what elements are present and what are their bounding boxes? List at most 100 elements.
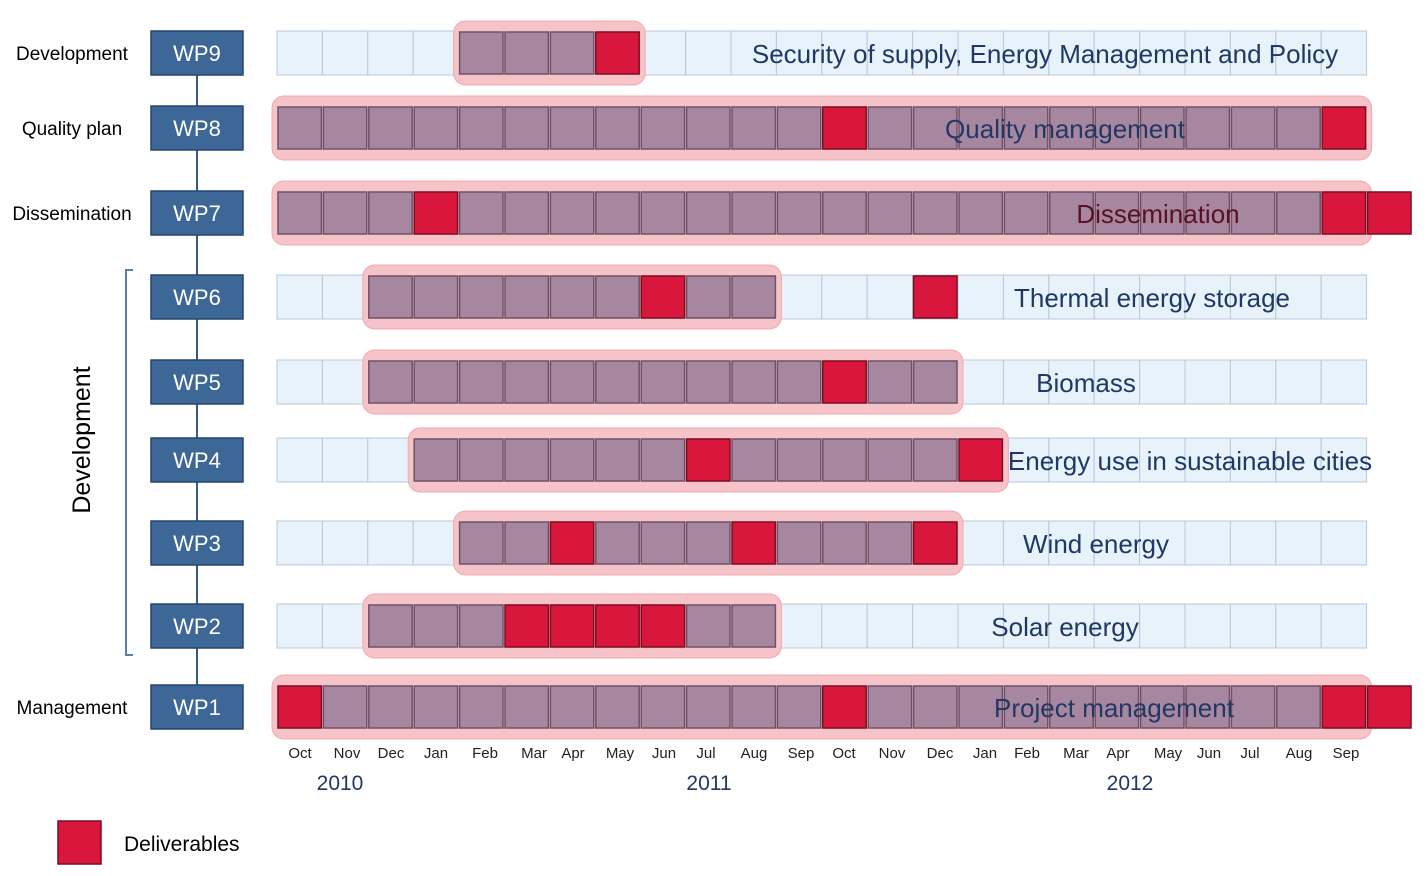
active-month-cell (277, 106, 323, 150)
empty-cell (1229, 274, 1277, 320)
active-month-cell (867, 191, 913, 235)
active-month-cell (731, 604, 777, 648)
active-month-cell (322, 106, 368, 150)
wp-title-wp4: Energy use in sustainable cities (1008, 446, 1372, 476)
active-month-cell (1003, 106, 1049, 150)
wp-box-wp5 (150, 359, 244, 405)
empty-cell (1048, 437, 1095, 483)
active-month-cell (912, 360, 958, 404)
active-month-cell (1185, 191, 1231, 235)
empty-cell (1184, 520, 1231, 566)
empty-cell (1048, 520, 1095, 566)
empty-cell (1139, 30, 1186, 76)
deliverable-cell (595, 604, 640, 648)
deliverable-cell (549, 521, 595, 565)
empty-cell (1093, 603, 1141, 649)
empty-cell (1320, 274, 1368, 320)
active-month-cell (640, 191, 686, 235)
active-month-cell (776, 438, 822, 482)
empty-cell (1093, 520, 1141, 566)
active-month-cell (504, 685, 550, 729)
empty-cell (321, 520, 369, 566)
active-month-cell (1185, 685, 1231, 729)
active-month-cell (776, 106, 822, 150)
wp-box-wp8 (150, 105, 244, 151)
active-month-cell (458, 31, 504, 75)
active-month-cell (413, 106, 459, 150)
empty-cell (321, 30, 369, 76)
empty-cell (1002, 359, 1050, 405)
empty-cell (957, 359, 1004, 405)
active-month-cell (504, 521, 550, 565)
category-label-wp1: Management (17, 698, 129, 719)
active-month-cell (912, 191, 958, 235)
active-month-cell (731, 685, 777, 729)
year-label: 2012 (1107, 772, 1154, 795)
active-month-cell (1276, 106, 1321, 150)
wp-label-wp2: WP2 (173, 614, 221, 639)
active-month-cell (322, 685, 368, 729)
month-label: Sep (1333, 745, 1360, 762)
month-label: May (1154, 745, 1183, 762)
wp-box-wp9 (150, 30, 244, 76)
active-month-cell (685, 106, 731, 150)
empty-cell (367, 437, 414, 483)
empty-cell (957, 274, 1004, 320)
active-month-cell (595, 106, 640, 150)
empty-cell (1229, 437, 1277, 483)
empty-cell (412, 520, 460, 566)
empty-cell (1275, 359, 1322, 405)
empty-cell (1093, 437, 1141, 483)
empty-cell (412, 30, 460, 76)
wp-title-wp7: Dissemination (1076, 199, 1239, 229)
active-month-cell (1139, 191, 1185, 235)
empty-cell (1320, 520, 1368, 566)
empty-cell (1229, 603, 1277, 649)
active-month-cell (458, 360, 504, 404)
gantt-row-wp2: WP2 Solar energy (150, 593, 1368, 659)
wp-box-wp3 (150, 520, 244, 566)
active-month-cell (640, 521, 686, 565)
deliverable-cell (595, 31, 640, 75)
wp-title-wp1: Project management (994, 693, 1235, 723)
category-label-wp9: Development (16, 44, 129, 65)
active-month-cell (549, 685, 595, 729)
empty-cell (1275, 437, 1322, 483)
empty-cell (957, 603, 1004, 649)
active-month-cell (685, 191, 731, 235)
empty-cell (276, 30, 323, 76)
active-month-cell (368, 360, 413, 404)
timeline-axis: Oct Nov Dec Jan Feb Mar Apr May Jun Jul Aug Sep Oct N… (288, 745, 1359, 795)
gantt-row-wp6: WP6 Thermal energy storage (150, 264, 1368, 330)
active-month-cell (1276, 685, 1321, 729)
active-month-cell (867, 438, 913, 482)
empty-cell (1002, 437, 1050, 483)
active-month-cell (549, 438, 595, 482)
deliverable-cell (413, 191, 459, 235)
active-month-cell (368, 685, 413, 729)
empty-cell (912, 603, 959, 649)
active-month-cell (458, 521, 504, 565)
active-month-cell (776, 685, 822, 729)
active-month-cell (1139, 685, 1185, 729)
empty-cell (957, 30, 1004, 76)
deliverable-cell (685, 438, 731, 482)
wp-title-wp6: Thermal energy storage (1014, 283, 1290, 313)
wp-title-wp2: Solar energy (991, 612, 1138, 642)
empty-cell (1229, 359, 1277, 405)
deliverable-cell (958, 438, 1004, 482)
active-month-cell (776, 521, 822, 565)
wp-box-wp2 (150, 603, 244, 649)
month-label: Jan (973, 745, 997, 762)
empty-cell (367, 30, 414, 76)
empty-cell (866, 274, 914, 320)
active-month-cell (277, 191, 323, 235)
wp-box-wp4 (150, 437, 244, 483)
active-month-cell (549, 360, 595, 404)
category-label-wp8: Quality plan (22, 119, 122, 140)
active-month-cell (640, 685, 686, 729)
active-month-cell (458, 275, 504, 319)
empty-cell (730, 30, 777, 76)
empty-cell (912, 30, 959, 76)
active-month-cell (413, 360, 459, 404)
